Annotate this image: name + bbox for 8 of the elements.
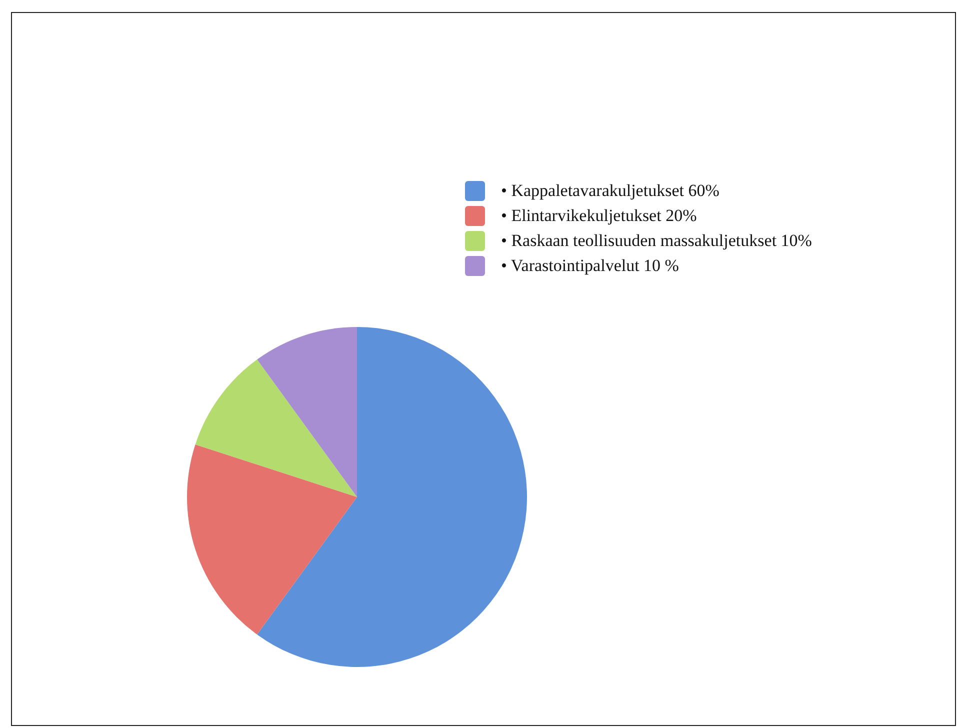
legend-label: • Varastointipalvelut 10 % xyxy=(501,256,679,276)
pie-slice xyxy=(257,327,357,497)
legend-label: • Kappaletavarakuljetukset 60% xyxy=(501,180,720,200)
legend-label: • Elintarvikekuljetukset 20% xyxy=(501,206,697,226)
pie-slice xyxy=(187,444,357,635)
legend-label: • Raskaan teollisuuden massakuljetukset 10% xyxy=(501,230,812,250)
pie-slice xyxy=(257,327,527,667)
pie-slice xyxy=(195,359,357,497)
